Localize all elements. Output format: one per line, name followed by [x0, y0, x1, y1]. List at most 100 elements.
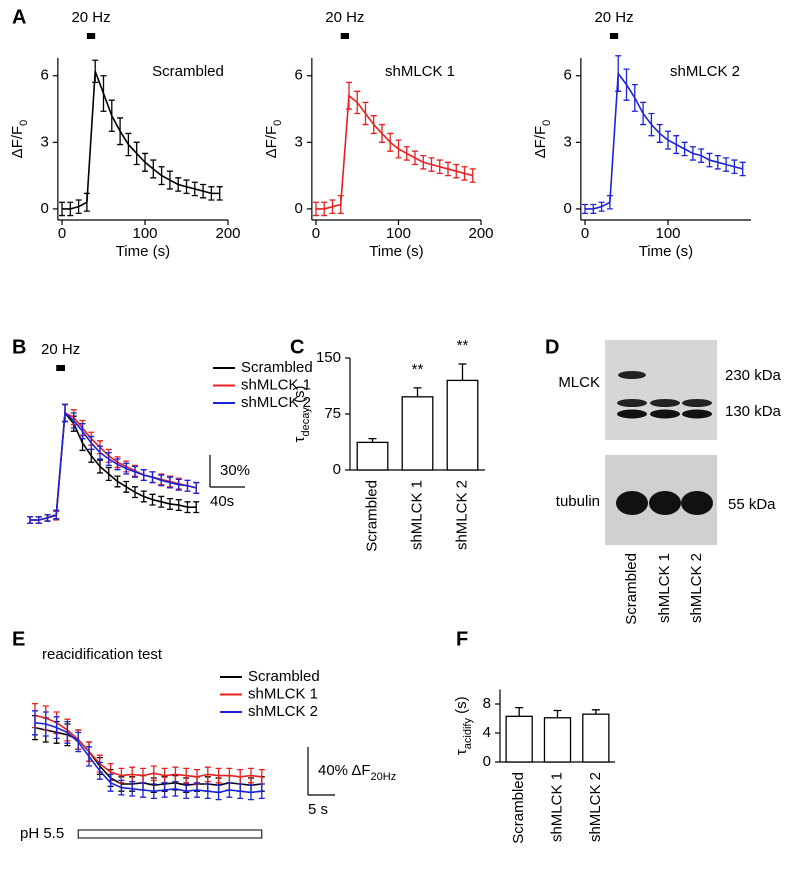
y-tick-label: 3	[295, 133, 303, 150]
error-bar	[258, 783, 265, 800]
legend-label: shMLCK 1	[241, 376, 311, 393]
bar	[543, 717, 572, 763]
error-bar	[606, 194, 613, 210]
x-tick-label: 0	[58, 225, 66, 242]
error-bar	[648, 112, 655, 137]
y-tick-label: 0	[564, 200, 572, 217]
y-axis-label: τacidify (s)	[453, 696, 474, 755]
x-tick-label: Scrambled	[510, 772, 527, 844]
error-bar	[175, 499, 182, 512]
series-label: shMLCK 1	[385, 63, 455, 80]
error-bar	[105, 466, 112, 482]
error-bar	[175, 478, 182, 491]
error-bar	[237, 783, 244, 800]
error-bar	[132, 465, 138, 478]
y-axis-label-part: 0	[18, 120, 30, 126]
error-bar	[150, 765, 157, 782]
error-bar	[200, 183, 207, 199]
error-bar	[640, 101, 647, 126]
y-tick-label: 3	[564, 133, 572, 150]
error-bar	[125, 132, 132, 157]
error-bar	[32, 710, 38, 736]
y-axis-label-part: ΔF/F	[532, 126, 549, 159]
x-tick-label: shMLCK 1	[408, 480, 425, 550]
error-bar	[739, 161, 746, 177]
marker-label: 55 kDa	[728, 496, 776, 513]
series-line	[34, 714, 262, 778]
y-tick-label: 6	[564, 67, 572, 84]
error-bar	[469, 168, 476, 183]
error-bar	[27, 516, 33, 524]
error-bar	[123, 462, 130, 475]
error-bar	[53, 716, 60, 740]
panel-label: E	[12, 628, 25, 650]
error-bar	[149, 471, 156, 484]
error-bar	[226, 782, 233, 798]
error-bar	[150, 159, 157, 179]
row-label: tubulin	[556, 493, 600, 510]
scale-bar-x-label: 5 s	[308, 801, 328, 818]
error-bar	[731, 159, 738, 175]
error-bar	[329, 199, 336, 214]
error-bar	[183, 179, 190, 195]
legend-label: Scrambled	[241, 359, 313, 376]
blot-band	[618, 371, 646, 379]
x-tick-label: 0	[312, 225, 320, 242]
legend-label: shMLCK 2	[241, 394, 311, 411]
error-bar	[216, 186, 223, 201]
error-bar	[194, 782, 200, 798]
error-bar	[623, 68, 630, 101]
error-bar	[166, 170, 173, 190]
error-bar	[44, 514, 51, 522]
scale-bar-y-label: 40% ΔF20Hz	[318, 762, 396, 783]
error-bar	[105, 451, 112, 467]
error-bar	[208, 186, 215, 201]
y-axis-label: ΔF/F0	[9, 120, 30, 159]
error-bar	[167, 476, 173, 489]
y-tick-label: 0	[483, 753, 491, 770]
y-tick-label: 6	[41, 67, 49, 84]
bar	[505, 715, 533, 763]
error-bar	[88, 435, 95, 451]
lane-label: shMLCK 1	[656, 553, 673, 623]
error-bar	[204, 783, 211, 800]
stimulus-bar	[340, 33, 349, 39]
error-bar	[75, 731, 82, 753]
error-bar	[75, 199, 82, 214]
error-bar	[133, 141, 140, 166]
error-bar	[362, 101, 369, 126]
x-tick-label: 100	[655, 225, 680, 242]
error-bar	[183, 783, 190, 800]
stimulus-label: 20 Hz	[325, 9, 364, 26]
error-bar	[167, 497, 173, 510]
y-axis-label-part: (s)	[291, 386, 308, 408]
stimulus-bar	[609, 33, 619, 39]
error-bar	[681, 141, 688, 157]
y-axis-label-part: ΔF/F	[263, 126, 280, 159]
error-bar	[142, 152, 148, 172]
x-tick-label: shMLCK 2	[453, 480, 470, 550]
error-bar	[403, 146, 410, 161]
y-tick-label: 150	[316, 349, 341, 366]
blot-band	[650, 399, 680, 407]
error-bar	[515, 706, 524, 717]
error-bar	[706, 152, 713, 168]
error-bar	[248, 784, 254, 801]
error-bar	[97, 445, 103, 460]
series-line	[315, 94, 473, 210]
error-bar	[158, 166, 165, 186]
error-bar	[150, 783, 157, 800]
error-bar	[86, 746, 92, 767]
error-bar	[461, 166, 468, 181]
stimulus-bar	[77, 829, 263, 839]
error-bar	[337, 194, 344, 214]
error-bar	[62, 403, 68, 423]
error-bar	[193, 481, 200, 494]
series-line	[34, 726, 262, 787]
error-bar	[395, 139, 402, 159]
y-axis-label-part: acidify	[462, 718, 474, 750]
row-label: MLCK	[558, 374, 600, 391]
error-bar	[117, 117, 124, 146]
x-tick-label: 200	[215, 225, 240, 242]
series-line	[585, 71, 743, 210]
